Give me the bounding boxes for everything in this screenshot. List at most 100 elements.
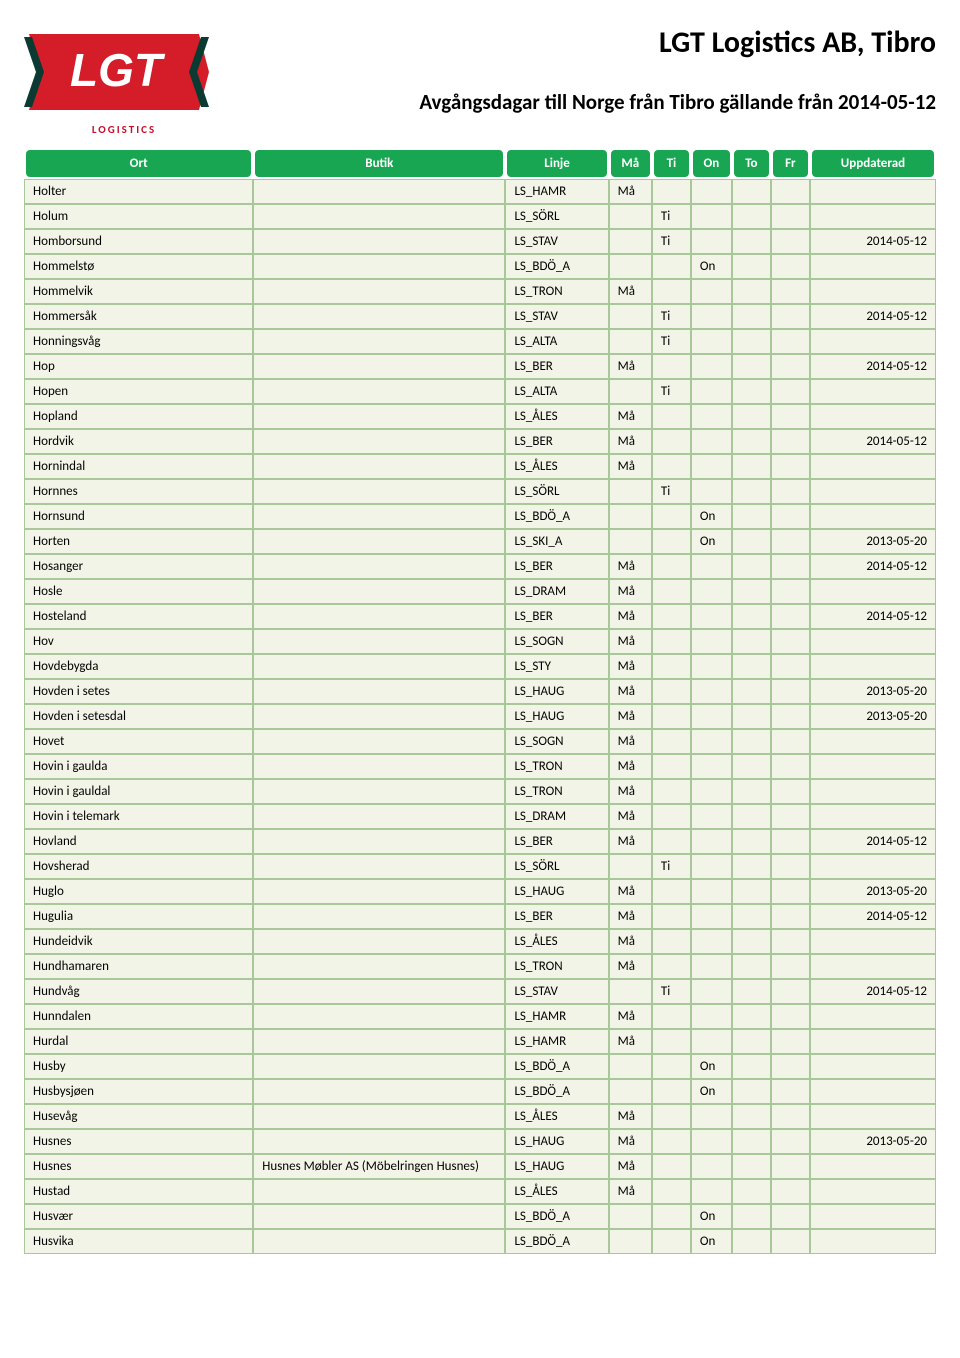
cell-linje: LS_BDÖ_A (505, 1229, 608, 1254)
cell-upd (810, 754, 936, 779)
cell-upd (810, 379, 936, 404)
cell-linje: LS_BDÖ_A (505, 1054, 608, 1079)
cell-ti (652, 429, 691, 454)
cell-upd (810, 1204, 936, 1229)
cell-upd (810, 254, 936, 279)
cell-ti (652, 1154, 691, 1179)
cell-ort: Hovin i telemark (24, 804, 253, 829)
cell-ti (652, 1229, 691, 1254)
cell-linje: LS_ALTA (505, 329, 608, 354)
cell-ti (652, 179, 691, 204)
cell-ti (652, 604, 691, 629)
cell-ti (652, 754, 691, 779)
cell-ort: Hustad (24, 1179, 253, 1204)
cell-fr (771, 204, 810, 229)
cell-ma (609, 204, 652, 229)
cell-to (732, 504, 771, 529)
cell-ort: Hurdal (24, 1029, 253, 1054)
cell-butik (253, 404, 505, 429)
cell-fr (771, 254, 810, 279)
cell-linje: LS_DRAM (505, 804, 608, 829)
cell-upd (810, 854, 936, 879)
cell-ma: Må (609, 804, 652, 829)
cell-ti: Ti (652, 854, 691, 879)
company-title: LGT Logistics AB, Tibro (224, 24, 936, 61)
cell-upd: 2014-05-12 (810, 979, 936, 1004)
cell-to (732, 354, 771, 379)
cell-linje: LS_SÖRL (505, 854, 608, 879)
cell-ma (609, 254, 652, 279)
cell-to (732, 754, 771, 779)
page-header: LGT LOGISTICS LGT Logistics AB, Tibro Av… (24, 24, 936, 136)
cell-fr (771, 929, 810, 954)
table-row: HordvikLS_BERMå2014-05-12 (24, 429, 936, 454)
cell-ort: Husby (24, 1054, 253, 1079)
cell-ti (652, 679, 691, 704)
cell-to (732, 1229, 771, 1254)
cell-on (691, 554, 732, 579)
cell-linje: LS_HAUG (505, 1129, 608, 1154)
cell-fr (771, 904, 810, 929)
cell-linje: LS_BER (505, 904, 608, 929)
cell-to (732, 304, 771, 329)
cell-to (732, 954, 771, 979)
cell-to (732, 529, 771, 554)
cell-on (691, 804, 732, 829)
cell-to (732, 979, 771, 1004)
cell-ti (652, 354, 691, 379)
cell-butik (253, 1054, 505, 1079)
cell-on: On (691, 1054, 732, 1079)
cell-ti (652, 704, 691, 729)
cell-upd (810, 279, 936, 304)
table-row: HovlandLS_BERMå2014-05-12 (24, 829, 936, 854)
cell-ma: Må (609, 1104, 652, 1129)
cell-ort: Hornindal (24, 454, 253, 479)
cell-upd: 2014-05-12 (810, 304, 936, 329)
cell-ti (652, 279, 691, 304)
cell-butik (253, 529, 505, 554)
cell-on: On (691, 1229, 732, 1254)
cell-to (732, 904, 771, 929)
cell-on (691, 829, 732, 854)
cell-ma (609, 1079, 652, 1104)
cell-ti (652, 1054, 691, 1079)
col-header-on: On (691, 148, 732, 179)
cell-butik (253, 804, 505, 829)
cell-upd (810, 1229, 936, 1254)
cell-ma: Må (609, 654, 652, 679)
cell-fr (771, 179, 810, 204)
table-row: HommersåkLS_STAVTi2014-05-12 (24, 304, 936, 329)
title-block: LGT Logistics AB, Tibro Avgångsdagar til… (224, 24, 936, 115)
cell-ort: Hopland (24, 404, 253, 429)
cell-butik (253, 1204, 505, 1229)
cell-linje: LS_DRAM (505, 579, 608, 604)
cell-butik (253, 429, 505, 454)
cell-fr (771, 1154, 810, 1179)
table-row: HusværLS_BDÖ_AOn (24, 1204, 936, 1229)
svg-text:LGT: LGT (70, 44, 166, 96)
cell-ort: Husnes (24, 1129, 253, 1154)
cell-butik (253, 179, 505, 204)
cell-on (691, 954, 732, 979)
table-row: HovLS_SOGNMå (24, 629, 936, 654)
page-subtitle: Avgångsdagar till Norge från Tibro gälla… (224, 89, 936, 115)
cell-fr (771, 304, 810, 329)
cell-on: On (691, 1079, 732, 1104)
cell-on (691, 704, 732, 729)
cell-to (732, 229, 771, 254)
cell-fr (771, 804, 810, 829)
cell-ti (652, 804, 691, 829)
cell-butik (253, 504, 505, 529)
cell-linje: LS_SÖRL (505, 204, 608, 229)
cell-linje: LS_BER (505, 554, 608, 579)
cell-fr (771, 1204, 810, 1229)
table-row: HovetLS_SOGNMå (24, 729, 936, 754)
cell-butik (253, 754, 505, 779)
cell-on (691, 604, 732, 629)
cell-ti (652, 654, 691, 679)
cell-ma: Må (609, 1129, 652, 1154)
cell-ort: Hornnes (24, 479, 253, 504)
schedule-table: Ort Butik Linje Må Ti On To Fr Uppdatera… (24, 148, 936, 1254)
cell-to (732, 1154, 771, 1179)
cell-fr (771, 379, 810, 404)
